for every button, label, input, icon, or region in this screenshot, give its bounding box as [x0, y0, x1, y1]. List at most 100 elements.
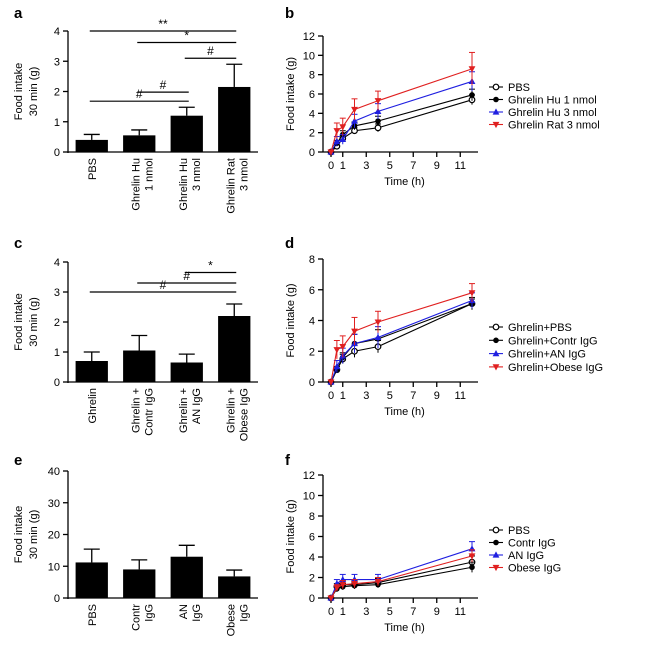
y-tick-label: 2: [309, 346, 315, 358]
series-3: [327, 549, 476, 602]
y-tick-label: 4: [309, 552, 315, 564]
legend-entry: Ghrelin Hu 1 nmol: [489, 95, 597, 107]
significance-label: #: [160, 78, 167, 92]
legend-entry: Obese IgG: [489, 563, 561, 575]
y-tick-label: 10: [303, 50, 315, 62]
x-tick-label: 5: [387, 390, 393, 402]
marker-filled-circle: [493, 539, 499, 546]
y-tick-label: 6: [309, 285, 315, 297]
x-category-label: AN: [178, 604, 190, 619]
bar-chart-a: a 0 1 2 3 4 Food intake 30 min (g) PBS Ghrelin Hu…: [13, 5, 258, 214]
legend-entry: Ghrelin+AN IgG: [489, 349, 586, 361]
legend-label: Ghrelin Rat 3 nmol: [508, 120, 600, 132]
y-axis-label: 30 min (g): [28, 510, 40, 560]
y-tick-label: 4: [309, 316, 315, 328]
y-axis-label: Food intake (g): [285, 57, 297, 131]
marker-triangle-down: [468, 553, 476, 560]
marker-triangle-down: [468, 66, 476, 73]
legend-label: PBS: [508, 525, 530, 537]
marker-open-circle: [492, 526, 500, 534]
marker-triangle-down: [339, 582, 347, 589]
significance-label: #: [136, 87, 143, 101]
x-category-label: AN IgG: [191, 388, 203, 424]
x-category-label: IgG: [238, 604, 250, 622]
y-tick-label: 3: [54, 56, 60, 68]
y-axis-label: 30 min (g): [28, 297, 40, 347]
bar: [170, 115, 203, 152]
x-tick-label: 9: [434, 606, 440, 618]
x-tick-label: 1: [340, 390, 346, 402]
panel-label: a: [14, 5, 23, 22]
x-tick-label: 5: [387, 606, 393, 618]
x-tick-label: 0: [328, 390, 334, 402]
y-tick-label: 0: [54, 593, 60, 605]
marker-triangle-down: [351, 328, 358, 335]
bar: [170, 362, 203, 382]
x-category-label: IgG: [191, 604, 203, 622]
bar: [75, 562, 108, 598]
y-tick-label: 8: [309, 70, 315, 82]
x-tick-label: 1: [340, 606, 346, 618]
y-tick-label: 30: [48, 498, 60, 510]
marker-triangle-down: [327, 149, 335, 156]
marker-filled-circle: [493, 96, 499, 103]
y-axis-label: Food intake (g): [285, 500, 297, 574]
marker-triangle-down: [327, 595, 335, 602]
legend-label: Ghrelin+Obese IgG: [508, 362, 603, 374]
significance-label: #: [207, 44, 214, 58]
x-tick-label: 3: [363, 606, 369, 618]
series-2: [327, 71, 476, 155]
legend-entry: Ghrelin Rat 3 nmol: [489, 120, 600, 132]
y-tick-label: 1: [54, 347, 60, 359]
x-axis-label: Time (h): [384, 176, 425, 188]
marker-triangle-down: [492, 364, 500, 371]
y-tick-label: 4: [309, 108, 315, 120]
panel-label: f: [285, 452, 291, 469]
marker-triangle-down: [374, 579, 382, 586]
x-tick-label: 11: [455, 606, 466, 618]
series-2: [327, 292, 476, 385]
y-tick-label: 2: [309, 573, 315, 585]
series-1: [328, 88, 475, 155]
legend-entry: AN IgG: [489, 550, 544, 562]
marker-filled-circle: [469, 92, 475, 98]
marker-filled-circle: [375, 118, 381, 124]
x-tick-label: 11: [455, 160, 466, 172]
x-tick-label: 9: [434, 160, 440, 172]
y-tick-label: 20: [48, 530, 60, 542]
bar: [218, 86, 251, 152]
marker-triangle-down: [339, 344, 347, 351]
y-tick-label: 10: [303, 491, 315, 503]
y-tick-label: 2: [54, 87, 60, 99]
legend-label: Ghrelin Hu 1 nmol: [508, 95, 597, 107]
x-tick-label: 5: [387, 160, 393, 172]
x-category-label: 3 nmol: [191, 158, 203, 191]
x-category-label: Ghrelin +: [178, 388, 190, 433]
bar: [218, 316, 251, 382]
x-category-label: Ghrelin: [87, 388, 99, 423]
series-1: [328, 561, 475, 601]
x-tick-label: 0: [328, 160, 334, 172]
legend-entry: PBS: [489, 82, 530, 94]
legend-label: PBS: [508, 82, 530, 94]
significance-label: *: [208, 259, 213, 273]
panel-label: b: [285, 5, 294, 22]
marker-filled-circle: [469, 564, 475, 571]
bar-chart-c: c 0 1 2 3 4 Food intake 30 min (g) Ghrelin Ghreli…: [13, 235, 258, 441]
y-tick-label: 0: [54, 377, 60, 389]
y-tick-label: 8: [309, 511, 315, 523]
x-tick-label: 3: [363, 390, 369, 402]
y-axis-label: 30 min (g): [28, 67, 40, 117]
y-tick-label: 2: [309, 128, 315, 140]
y-tick-label: 40: [48, 466, 60, 478]
marker-triangle-down: [492, 121, 500, 129]
marker-triangle-down: [339, 124, 347, 131]
y-tick-label: 8: [309, 254, 315, 266]
marker-triangle-up: [492, 350, 500, 357]
panel-label: d: [285, 235, 294, 252]
significance-label: #: [183, 269, 190, 283]
y-tick-label: 2: [54, 317, 60, 329]
x-category-label: 3 nmol: [238, 158, 250, 191]
marker-filled-circle: [493, 337, 499, 344]
